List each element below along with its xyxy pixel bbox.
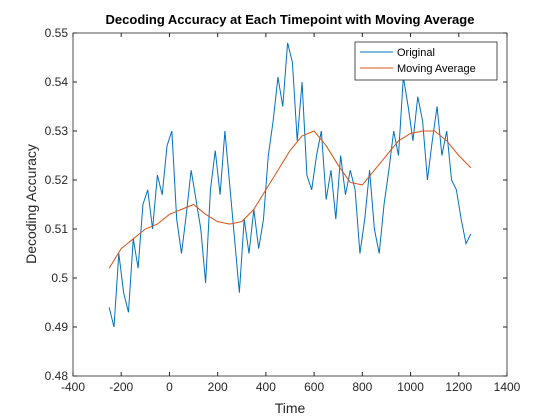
x-tick-label: 800	[352, 380, 372, 394]
x-tick-label: 1200	[445, 380, 472, 394]
y-tick-label: 0.51	[45, 222, 69, 236]
y-tick-label: 0.55	[45, 26, 69, 40]
y-tick-label: 0.53	[45, 124, 69, 138]
axes-box	[72, 32, 508, 377]
y-axis-label: Decoding Accuracy	[23, 144, 39, 264]
y-tick-label: 0.49	[45, 320, 69, 334]
legend-label: Original	[397, 47, 435, 59]
x-tick-label: 1400	[494, 380, 521, 394]
x-tick-label: 400	[256, 380, 276, 394]
x-tick-label: -400	[61, 380, 85, 394]
x-axis-label: Time	[275, 400, 306, 416]
data-line	[108, 42, 472, 328]
x-tick-label: 0	[166, 380, 173, 394]
legend-label: Moving Average	[397, 63, 476, 75]
data-line	[108, 130, 472, 269]
y-tick-label: 0.52	[45, 173, 69, 187]
plot-area	[73, 33, 507, 376]
y-tick-label: 0.48	[45, 369, 69, 383]
x-tick-label: 200	[208, 380, 228, 394]
x-tick-label: -200	[109, 380, 133, 394]
x-tick-label: 600	[304, 380, 324, 394]
y-tick-label: 0.5	[51, 271, 68, 285]
y-tick-label: 0.54	[45, 75, 69, 89]
x-tick-label: 1000	[397, 380, 424, 394]
legend-box	[354, 41, 498, 81]
chart-title: Decoding Accuracy at Each Timepoint with…	[106, 12, 475, 27]
